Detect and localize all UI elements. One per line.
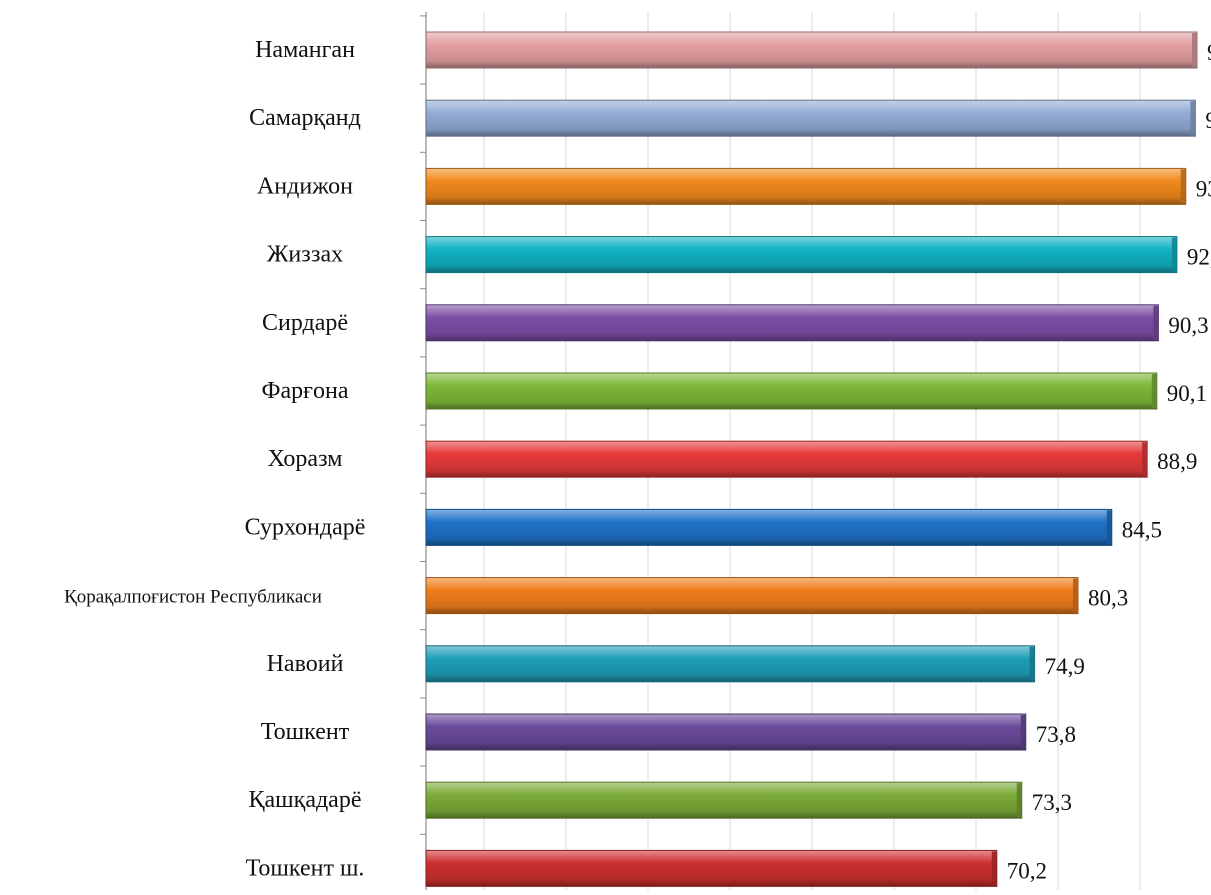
value-label: 88,9 [1157, 449, 1197, 474]
bar [425, 304, 1159, 342]
bar-end-cap [1016, 783, 1022, 818]
bars [425, 31, 1198, 887]
bar-end-cap [1151, 374, 1157, 408]
bar [425, 372, 1158, 410]
category-label: Тошкент ш. [246, 855, 365, 881]
category-label: Хоразм [268, 446, 343, 472]
bar [425, 577, 1079, 615]
bar [425, 99, 1196, 137]
category-axis [420, 12, 427, 890]
value-label: 90,1 [1167, 381, 1207, 406]
bar [425, 508, 1113, 546]
bar-end-cap [1073, 578, 1079, 613]
category-label: Қорақалпоғистон Республикаси [64, 587, 322, 608]
value-label: 93,7 [1196, 176, 1211, 201]
category-label: Тошкент [261, 719, 350, 745]
labels: Наманган 95,1 Самарқанд 94,9 Андижон 93,7 Жизз… [64, 37, 1211, 883]
bar [425, 31, 1198, 69]
category-label: Навоий [267, 651, 344, 677]
bar [425, 440, 1148, 478]
bar-end-cap [1190, 101, 1196, 136]
bar-end-cap [1020, 715, 1026, 749]
value-label: 74,9 [1045, 654, 1085, 679]
bar [425, 849, 998, 887]
value-label: 92,6 [1187, 245, 1211, 270]
category-label: Андижон [257, 173, 353, 199]
bar-end-cap [1142, 442, 1148, 477]
value-label: 73,8 [1036, 722, 1076, 747]
value-label: 73,3 [1032, 790, 1072, 815]
value-label: 95,1 [1207, 40, 1211, 65]
category-label: Жиззах [267, 242, 343, 268]
value-label: 90,3 [1168, 313, 1208, 338]
bar [425, 167, 1187, 205]
bar [425, 236, 1178, 274]
category-label: Самарқанд [249, 105, 361, 131]
value-label: 94,9 [1205, 108, 1211, 133]
bar-end-cap [1029, 646, 1035, 681]
bar [425, 645, 1036, 683]
value-label: 80,3 [1088, 586, 1128, 611]
bar [425, 781, 1023, 819]
category-label: Наманган [255, 37, 355, 63]
category-label: Қашқадарё [249, 787, 362, 813]
category-label: Фарғона [262, 378, 349, 404]
category-label: Сурхондарё [245, 514, 366, 540]
bar-end-cap [991, 851, 997, 886]
bar-end-cap [1192, 33, 1197, 67]
bar-end-cap [1106, 510, 1112, 545]
bar-end-cap [1153, 305, 1159, 340]
bar-end-cap [1171, 237, 1177, 272]
category-label: Сирдарё [262, 310, 348, 336]
value-label: 84,5 [1122, 517, 1162, 542]
bar-end-cap [1180, 169, 1186, 204]
value-label: 70,2 [1007, 858, 1047, 883]
bar [425, 713, 1027, 751]
